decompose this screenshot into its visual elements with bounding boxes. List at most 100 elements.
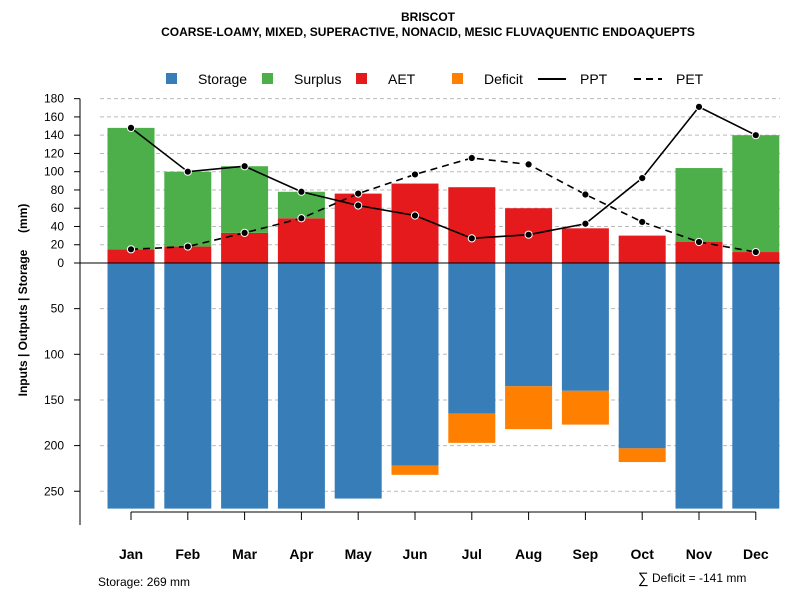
legend-swatch-surplus	[262, 73, 273, 84]
storage-bar-oct	[618, 263, 666, 449]
legend-label-deficit: Deficit	[484, 71, 523, 87]
y-tick-label: 160	[44, 110, 64, 124]
legend-swatch-deficit	[452, 73, 463, 84]
aet-bar-oct	[618, 235, 666, 263]
pet-point-oct	[638, 217, 647, 227]
x-tick-label: Jul	[462, 546, 482, 562]
aet-bar-mar	[221, 232, 269, 263]
bars	[107, 127, 780, 509]
storage-bar-jul	[448, 263, 496, 414]
legend: Storage Surplus AET Deficit PPT PET	[166, 71, 704, 87]
pet-point-apr	[297, 214, 306, 223]
chart-title: BRISCOT	[401, 10, 456, 24]
ppt-point-dec	[751, 131, 760, 140]
ppt-point-oct	[638, 173, 647, 183]
aet-bar-nov	[675, 242, 723, 263]
aet-bar-sep	[561, 228, 609, 263]
pet-point-feb	[183, 242, 192, 251]
surplus-bar-nov	[675, 168, 723, 243]
ppt-point-jun	[410, 211, 420, 220]
x-tick-label: May	[345, 546, 372, 562]
x-tick-label: Jun	[403, 546, 428, 562]
pet-point-nov	[694, 237, 704, 247]
x-tick-label: Apr	[289, 546, 314, 562]
axes: 0 20 40 60 80 100 120 140 160 180 50 100 150 200 250 Ja…	[44, 92, 769, 562]
x-tick-label: Feb	[175, 546, 200, 562]
pet-point-jul	[467, 153, 476, 163]
storage-bar-sep	[561, 263, 609, 391]
deficit-bar-jun	[391, 465, 439, 475]
storage-bar-nov	[675, 263, 723, 509]
deficit-bar-sep	[561, 390, 609, 425]
lines	[126, 102, 760, 257]
pet-point-aug	[524, 160, 533, 169]
x-tick-label: Jan	[119, 546, 143, 562]
x-tick-label: Mar	[232, 546, 257, 562]
storage-bar-aug	[505, 263, 553, 387]
x-tick-label: Aug	[515, 546, 542, 562]
aet-bar-jun	[391, 183, 439, 263]
aet-bar-jan	[107, 249, 155, 263]
chart-subtitle: COARSE-LOAMY, MIXED, SUPERACTIVE, NONACI…	[161, 25, 695, 39]
deficit-bar-aug	[505, 386, 553, 430]
x-tick-label: Nov	[686, 546, 713, 562]
y-tick-label: 200	[44, 439, 64, 453]
legend-label-pet: PET	[676, 71, 704, 87]
ppt-point-aug	[524, 230, 533, 239]
y-tick-label: 100	[44, 165, 64, 179]
y-tick-label: 250	[44, 484, 64, 498]
pet-point-may	[354, 189, 363, 198]
pet-point-mar	[240, 228, 249, 237]
pet-line	[130, 157, 756, 253]
ppt-point-mar	[240, 162, 249, 171]
pet-point-sep	[581, 190, 590, 199]
y-tick-label: 180	[44, 92, 64, 106]
storage-bar-mar	[221, 263, 269, 509]
storage-bar-jan	[107, 263, 155, 509]
deficit-sum-symbol: ∑	[638, 570, 649, 587]
surplus-bar-mar	[221, 166, 269, 233]
legend-swatch-storage	[166, 73, 177, 84]
aet-bar-dec	[732, 252, 780, 263]
y-tick-label: 120	[44, 146, 64, 160]
pet-point-jun	[410, 170, 420, 179]
aet-bar-feb	[164, 246, 212, 263]
gridlines	[100, 98, 780, 492]
y-tick-label: 40	[51, 219, 65, 233]
y-tick-label: 20	[51, 238, 65, 252]
storage-bar-apr	[277, 263, 325, 509]
y-tick-label: 140	[44, 128, 64, 142]
storage-bar-jun	[391, 263, 439, 466]
deficit-annotation: Deficit = -141 mm	[652, 571, 746, 585]
ppt-point-apr	[297, 187, 306, 196]
storage-bar-feb	[164, 263, 212, 509]
y-tick-label: 100	[44, 347, 64, 361]
x-tick-label: Dec	[743, 546, 769, 562]
aet-bar-jul	[448, 187, 496, 263]
storage-bar-dec	[732, 263, 780, 509]
ppt-line	[130, 105, 757, 240]
ppt-point-nov	[694, 102, 704, 111]
legend-label-surplus: Surplus	[294, 71, 341, 87]
pet-point-jan	[126, 245, 136, 254]
y-axis-label: Inputs | Outputs | Storage (mm)	[16, 204, 30, 397]
deficit-bar-jul	[448, 413, 496, 443]
legend-label-storage: Storage	[198, 71, 247, 87]
surplus-bar-dec	[732, 135, 780, 253]
ppt-point-feb	[183, 167, 192, 176]
x-tick-label: Oct	[631, 546, 655, 562]
storage-bar-may	[334, 263, 382, 499]
ppt-point-sep	[581, 219, 590, 228]
deficit-bar-oct	[618, 448, 666, 463]
y-tick-label: 60	[51, 201, 65, 215]
y-tick-label: 150	[44, 393, 64, 407]
ppt-point-jan	[126, 123, 136, 132]
aet-bar-apr	[277, 218, 325, 263]
pet-point-dec	[751, 247, 760, 257]
y-tick-label: 50	[51, 302, 65, 316]
legend-label-ppt: PPT	[580, 71, 608, 87]
x-tick-label: Sep	[573, 546, 599, 562]
y-tick-label: 0	[57, 256, 64, 270]
surplus-bar-jan	[107, 127, 155, 250]
